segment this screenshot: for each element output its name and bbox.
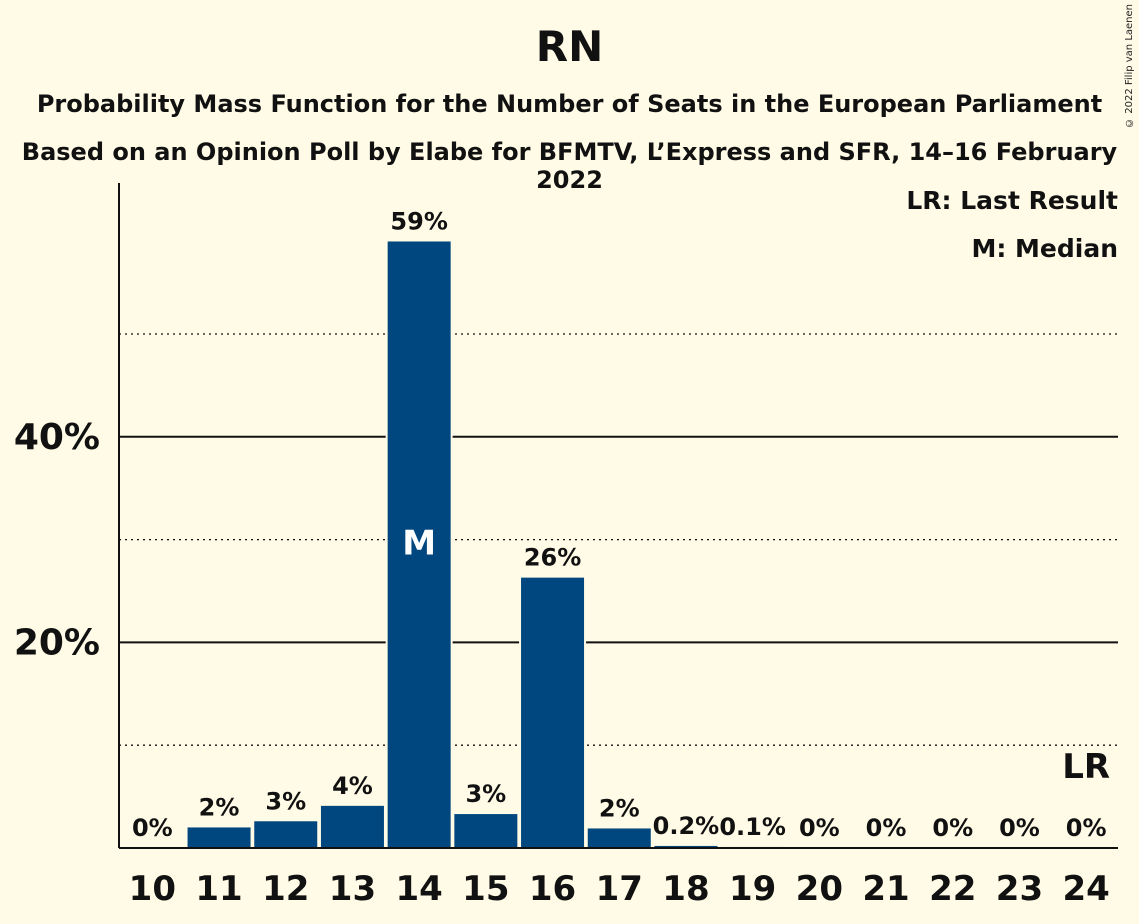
x-tick-label: 24 xyxy=(1062,869,1109,909)
data-label: 3% xyxy=(265,787,306,815)
bar-gap xyxy=(719,844,787,848)
bar xyxy=(521,577,585,848)
x-tick-label: 21 xyxy=(862,869,909,909)
data-label: 0% xyxy=(999,814,1040,842)
median-marker: M xyxy=(402,524,436,564)
axes: 20% 40% 10 11 12 13 14 15 16 17 18 19 20 21 22 23 24 xyxy=(14,183,1118,909)
x-tick-label: 15 xyxy=(462,869,509,909)
y-tick-label: 20% xyxy=(14,622,100,663)
x-tick-label: 16 xyxy=(529,869,576,909)
data-label: 0.1% xyxy=(719,813,786,841)
data-label: 0.2% xyxy=(653,812,720,840)
chart-subtitle: Probability Mass Function for the Number… xyxy=(36,90,1103,118)
x-tick-label: 22 xyxy=(929,869,976,909)
x-tick-label: 11 xyxy=(195,869,242,909)
x-tick-label: 17 xyxy=(596,869,643,909)
data-label: 0% xyxy=(932,814,973,842)
data-label: 59% xyxy=(390,207,447,235)
chart-source: Based on an Opinion Poll by Elabe for BF… xyxy=(21,138,1118,194)
bar xyxy=(387,241,451,849)
x-tick-label: 13 xyxy=(329,869,376,909)
x-tick-label: 18 xyxy=(662,869,709,909)
bar xyxy=(187,827,251,848)
legend-last-result: LR: Last Result xyxy=(906,186,1118,215)
data-label: 3% xyxy=(465,780,506,808)
bar xyxy=(587,828,651,848)
data-label: 0% xyxy=(1066,814,1107,842)
x-tick-label: 14 xyxy=(395,869,442,909)
gridlines xyxy=(119,333,1118,746)
data-labels: 0% 2% 3% 4% 59% M 3% 26% 2% 0.2% 0.1% 0% 0% 0% 0% 0% LR xyxy=(132,207,1110,842)
data-label: 2% xyxy=(599,794,640,822)
bar xyxy=(254,821,318,848)
data-label: 26% xyxy=(524,544,581,572)
last-result-marker: LR xyxy=(1062,747,1110,787)
data-label: 0% xyxy=(799,814,840,842)
data-label: 4% xyxy=(332,772,373,800)
bar xyxy=(320,805,384,848)
x-tick-label: 19 xyxy=(729,869,776,909)
data-label: 2% xyxy=(199,793,240,821)
legend-median: M: Median xyxy=(971,234,1118,263)
bar xyxy=(454,814,518,848)
bars xyxy=(185,239,787,849)
x-tick-label: 12 xyxy=(262,869,309,909)
bar xyxy=(654,845,718,848)
data-label: 0% xyxy=(132,814,173,842)
chart-title: RN xyxy=(535,22,604,71)
y-tick-label: 40% xyxy=(14,417,100,458)
data-label: 0% xyxy=(866,814,907,842)
x-tick-label: 20 xyxy=(796,869,843,909)
x-tick-label: 10 xyxy=(129,869,176,909)
x-tick-label: 23 xyxy=(996,869,1043,909)
